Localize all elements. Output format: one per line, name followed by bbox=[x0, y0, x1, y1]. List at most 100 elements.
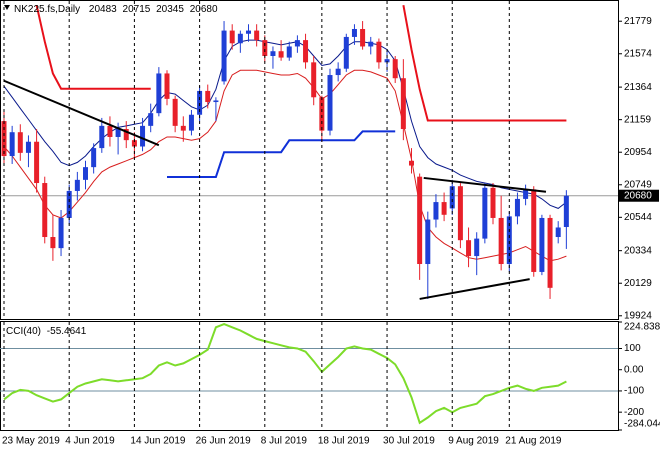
x-tick-label: 23 May 2019 bbox=[2, 436, 60, 447]
candle-body bbox=[91, 148, 97, 168]
trendline bbox=[423, 176, 547, 193]
cci-tick-label: -100 bbox=[624, 386, 644, 397]
candle-body bbox=[360, 28, 366, 47]
indicator-line bbox=[3, 39, 567, 209]
cci-title: CCI(40) bbox=[6, 326, 41, 337]
candle-body bbox=[417, 176, 423, 265]
candle-body bbox=[400, 78, 406, 130]
trendline bbox=[3, 79, 160, 147]
indicator-line bbox=[3, 69, 567, 262]
candle-body bbox=[294, 40, 300, 47]
candle-body bbox=[254, 30, 260, 41]
candle-body bbox=[99, 125, 105, 149]
candle-body bbox=[9, 132, 15, 157]
candle-body bbox=[409, 160, 414, 166]
candle-body bbox=[555, 227, 561, 238]
candle-body bbox=[311, 62, 317, 98]
candle-body bbox=[376, 41, 382, 63]
cci-tick-label: -200 bbox=[624, 407, 644, 418]
y-tick-label: 20544 bbox=[624, 212, 652, 223]
candle-body bbox=[523, 189, 529, 199]
candle-body bbox=[506, 216, 512, 265]
header: NK225.fs,Daily 20483 20715 20345 20680 bbox=[14, 4, 218, 15]
cci-panel bbox=[0, 321, 619, 431]
candle-body bbox=[246, 30, 251, 34]
candle-body bbox=[368, 41, 374, 47]
candle-body bbox=[42, 183, 48, 238]
price-tag-label: 20680 bbox=[624, 190, 652, 201]
candle-body bbox=[164, 73, 170, 99]
candle-body bbox=[433, 202, 439, 220]
cci-tick-label: 0.00 bbox=[624, 364, 644, 375]
candle-body bbox=[327, 75, 333, 131]
open-value: 20483 bbox=[89, 4, 117, 15]
x-tick-label: 18 Jul 2019 bbox=[318, 436, 370, 447]
candle-body bbox=[343, 36, 349, 69]
candle-body bbox=[140, 125, 146, 147]
y-tick-label: 21159 bbox=[624, 114, 652, 125]
candle-body bbox=[449, 186, 455, 209]
candle-body bbox=[188, 114, 194, 131]
candle-body bbox=[115, 129, 121, 137]
candle-body bbox=[457, 186, 463, 241]
indicator-line bbox=[167, 130, 396, 178]
candle-body bbox=[205, 90, 211, 103]
cci-tick-label: 100 bbox=[624, 343, 641, 354]
candle-body bbox=[531, 189, 537, 272]
candle-body bbox=[74, 179, 80, 191]
candle-body bbox=[34, 141, 40, 184]
menu-arrow bbox=[4, 5, 10, 10]
y-tick-label: 21779 bbox=[624, 16, 652, 27]
x-tick-label: 14 Jun 2019 bbox=[130, 436, 185, 447]
indicator-line bbox=[35, 4, 567, 122]
candle-body bbox=[441, 202, 447, 215]
main-plot bbox=[0, 4, 618, 300]
candle-body bbox=[229, 30, 235, 44]
candle-body bbox=[270, 51, 276, 56]
candle-body bbox=[425, 219, 431, 265]
candle-body bbox=[514, 198, 520, 217]
high-value: 20715 bbox=[123, 4, 151, 15]
cci-header: CCI(40) -55.4641 bbox=[6, 326, 87, 337]
candle-body bbox=[123, 129, 129, 141]
candle-body bbox=[303, 40, 309, 63]
cci-value: -55.4641 bbox=[47, 326, 87, 337]
low-value: 20345 bbox=[156, 4, 184, 15]
candle-body bbox=[148, 113, 154, 126]
x-tick-label: 4 Jun 2019 bbox=[65, 436, 115, 447]
y-tick-label: 20334 bbox=[624, 245, 652, 256]
candle-body bbox=[131, 140, 137, 147]
cci-plot bbox=[0, 323, 618, 425]
y-tick-label: 21364 bbox=[624, 82, 652, 93]
candle-body bbox=[197, 90, 203, 115]
candle-body bbox=[25, 141, 31, 153]
candle-body bbox=[498, 217, 504, 265]
candle-body bbox=[83, 167, 88, 180]
y-tick-label: 21574 bbox=[624, 48, 652, 59]
candle-body bbox=[563, 195, 569, 228]
candle-body bbox=[384, 59, 390, 63]
candle-body bbox=[50, 237, 56, 249]
x-tick-label: 8 Jul 2019 bbox=[261, 436, 308, 447]
y-tick-label: 20749 bbox=[624, 179, 652, 190]
candle-body bbox=[392, 59, 398, 79]
candle-body bbox=[547, 217, 553, 288]
candle-body bbox=[351, 28, 357, 37]
trendline bbox=[419, 278, 530, 300]
x-tick-label: 30 Jul 2019 bbox=[383, 436, 435, 447]
candle-body bbox=[172, 98, 178, 126]
y-tick-label: 20129 bbox=[624, 278, 652, 289]
cci-tick-label: -284.044 bbox=[624, 419, 660, 430]
x-tick-label: 21 Aug 2019 bbox=[505, 436, 562, 447]
candle-body bbox=[286, 46, 292, 58]
candle-body bbox=[474, 238, 480, 257]
candle-body bbox=[1, 121, 7, 157]
candle-body bbox=[66, 190, 72, 218]
candle-body bbox=[466, 240, 472, 257]
candle-body bbox=[58, 217, 64, 249]
x-tick-label: 9 Aug 2019 bbox=[448, 436, 499, 447]
candle-body bbox=[107, 125, 113, 137]
y-tick-label: 19924 bbox=[624, 310, 652, 321]
